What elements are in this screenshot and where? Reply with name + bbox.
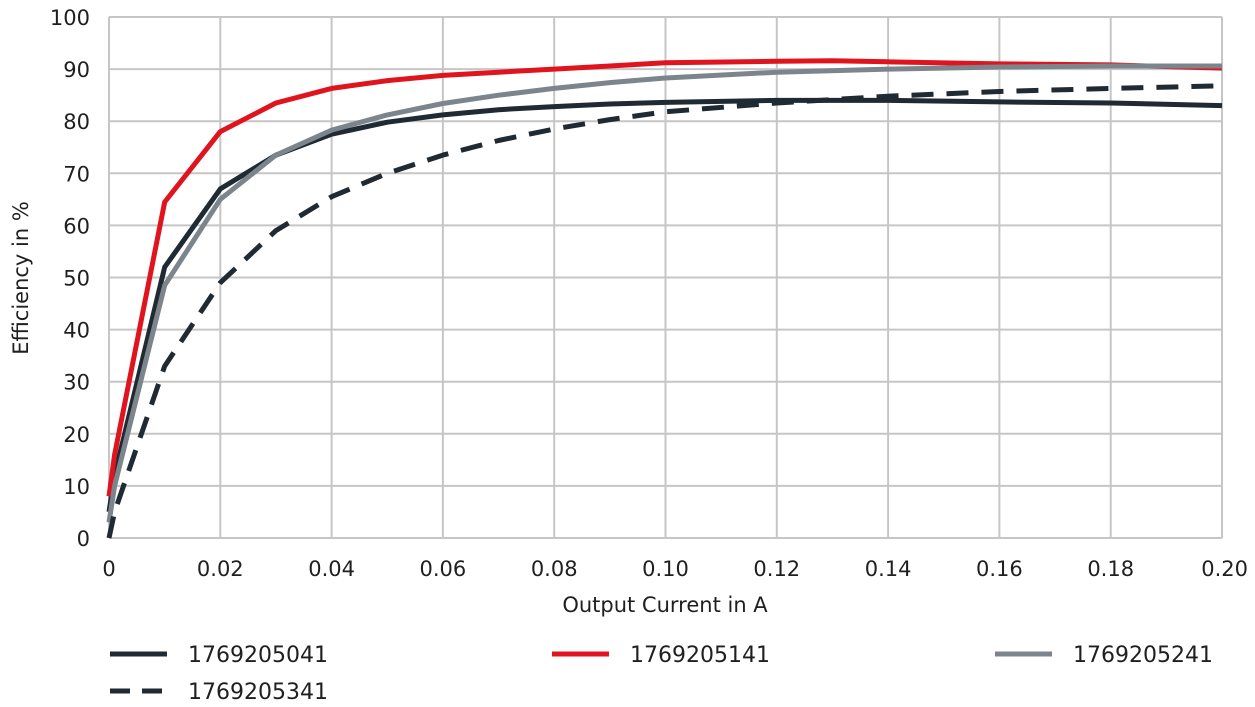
legend: 1769205041 1769205141 1769205241 1769205341 [110,643,1213,705]
y-tick-label: 70 [63,162,90,186]
x-tick-label: 0.20 [1201,557,1248,581]
series-lines [106,58,1223,539]
series-line-1769205041 [106,97,1223,513]
y-tick-label: 30 [63,371,90,395]
legend-label: 1769205041 [188,643,328,668]
legend-label: 1769205341 [188,680,328,705]
y-tick-label: 10 [63,475,90,499]
x-tick-label: 0.10 [642,557,689,581]
y-tick-label: 50 [63,267,90,291]
y-tick-label: 100 [50,6,90,30]
y-axis-label: Efficiency in % [9,201,33,355]
x-axis-ticks: 0 0.02 0.04 0.06 0.08 0.10 0.12 0.14 0.16 0.18 0.2… [102,557,1248,581]
y-tick-label: 80 [63,110,90,134]
series-line-1769205241 [106,63,1222,523]
legend-label: 1769205241 [1073,643,1213,668]
legend-item-1769205041: 1769205041 [110,643,328,668]
legend-label: 1769205141 [630,643,770,668]
y-axis-ticks: 0 10 20 30 40 50 60 70 80 90 100 [50,6,90,551]
y-tick-label: 40 [63,319,90,343]
x-tick-label: 0.06 [420,557,467,581]
y-tick-label: 20 [63,423,90,447]
legend-item-1769205141: 1769205141 [552,643,770,668]
y-tick-label: 0 [77,527,90,551]
x-tick-label: 0 [102,557,115,581]
series-line-1769205341 [106,83,1223,539]
x-tick-label: 0.18 [1087,557,1134,581]
x-tick-label: 0.12 [753,557,800,581]
x-tick-label: 0.16 [976,557,1023,581]
x-tick-label: 0.04 [308,557,355,581]
legend-item-1769205341: 1769205341 [110,680,328,705]
x-tick-label: 0.14 [865,557,912,581]
series-line-1769205141 [106,58,1223,497]
y-tick-label: 90 [63,58,90,82]
legend-item-1769205241: 1769205241 [995,643,1213,668]
grid [108,16,1223,539]
y-tick-label: 60 [63,214,90,238]
x-tick-label: 0.08 [531,557,578,581]
x-axis-label: Output Current in A [562,593,768,617]
x-tick-label: 0.02 [197,557,244,581]
